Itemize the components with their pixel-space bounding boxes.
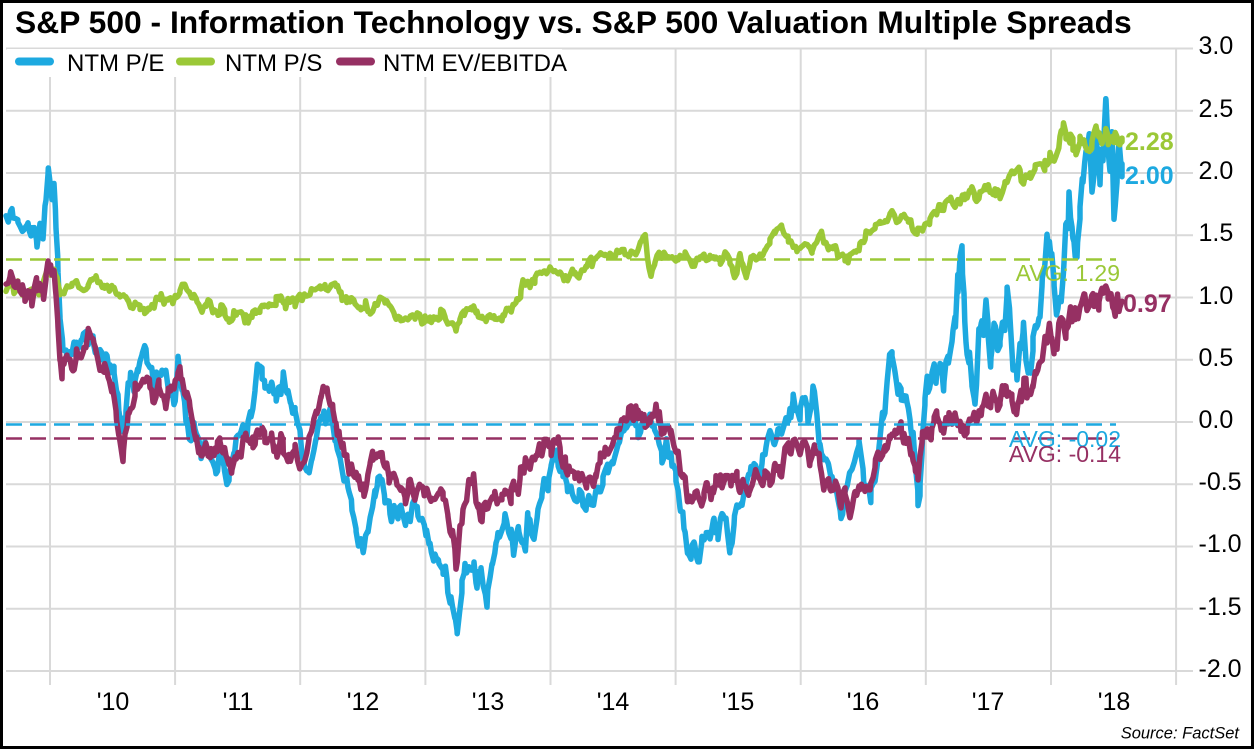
svg-text:0.0: 0.0 bbox=[1199, 406, 1234, 434]
svg-text:'14: '14 bbox=[597, 688, 630, 716]
svg-text:0.5: 0.5 bbox=[1199, 344, 1234, 372]
svg-text:'13: '13 bbox=[472, 688, 505, 716]
svg-text:-0.5: -0.5 bbox=[1199, 468, 1242, 496]
svg-text:-1.5: -1.5 bbox=[1199, 593, 1242, 621]
svg-text:2.5: 2.5 bbox=[1199, 95, 1234, 123]
svg-text:2.28: 2.28 bbox=[1125, 128, 1174, 156]
svg-text:NTM P/E: NTM P/E bbox=[67, 50, 164, 77]
svg-text:'18: '18 bbox=[1098, 688, 1131, 716]
svg-text:AVG: -0.02: AVG: -0.02 bbox=[1009, 426, 1121, 452]
svg-text:NTM P/S: NTM P/S bbox=[225, 50, 322, 77]
svg-text:S&P 500 - Information Technolo: S&P 500 - Information Technology vs. S&P… bbox=[15, 4, 1132, 40]
svg-text:'10: '10 bbox=[97, 688, 130, 716]
svg-text:'16: '16 bbox=[847, 688, 880, 716]
svg-text:0.97: 0.97 bbox=[1123, 290, 1172, 318]
svg-text:2.0: 2.0 bbox=[1199, 157, 1234, 185]
svg-text:'15: '15 bbox=[722, 688, 755, 716]
svg-text:AVG: -0.14: AVG: -0.14 bbox=[1009, 441, 1121, 467]
svg-text:1.0: 1.0 bbox=[1199, 282, 1234, 310]
svg-text:'11: '11 bbox=[223, 688, 254, 716]
svg-text:3.0: 3.0 bbox=[1199, 32, 1234, 60]
svg-text:Source: FactSet: Source: FactSet bbox=[1121, 725, 1241, 743]
svg-text:NTM EV/EBITDA: NTM EV/EBITDA bbox=[383, 50, 567, 77]
svg-text:-1.0: -1.0 bbox=[1199, 530, 1242, 558]
svg-text:'12: '12 bbox=[347, 688, 380, 716]
svg-text:2.00: 2.00 bbox=[1125, 162, 1174, 190]
svg-text:1.5: 1.5 bbox=[1199, 219, 1234, 247]
svg-text:-2.0: -2.0 bbox=[1199, 655, 1242, 683]
svg-text:'17: '17 bbox=[972, 688, 1005, 716]
svg-text:AVG: 1.29: AVG: 1.29 bbox=[1016, 260, 1120, 286]
